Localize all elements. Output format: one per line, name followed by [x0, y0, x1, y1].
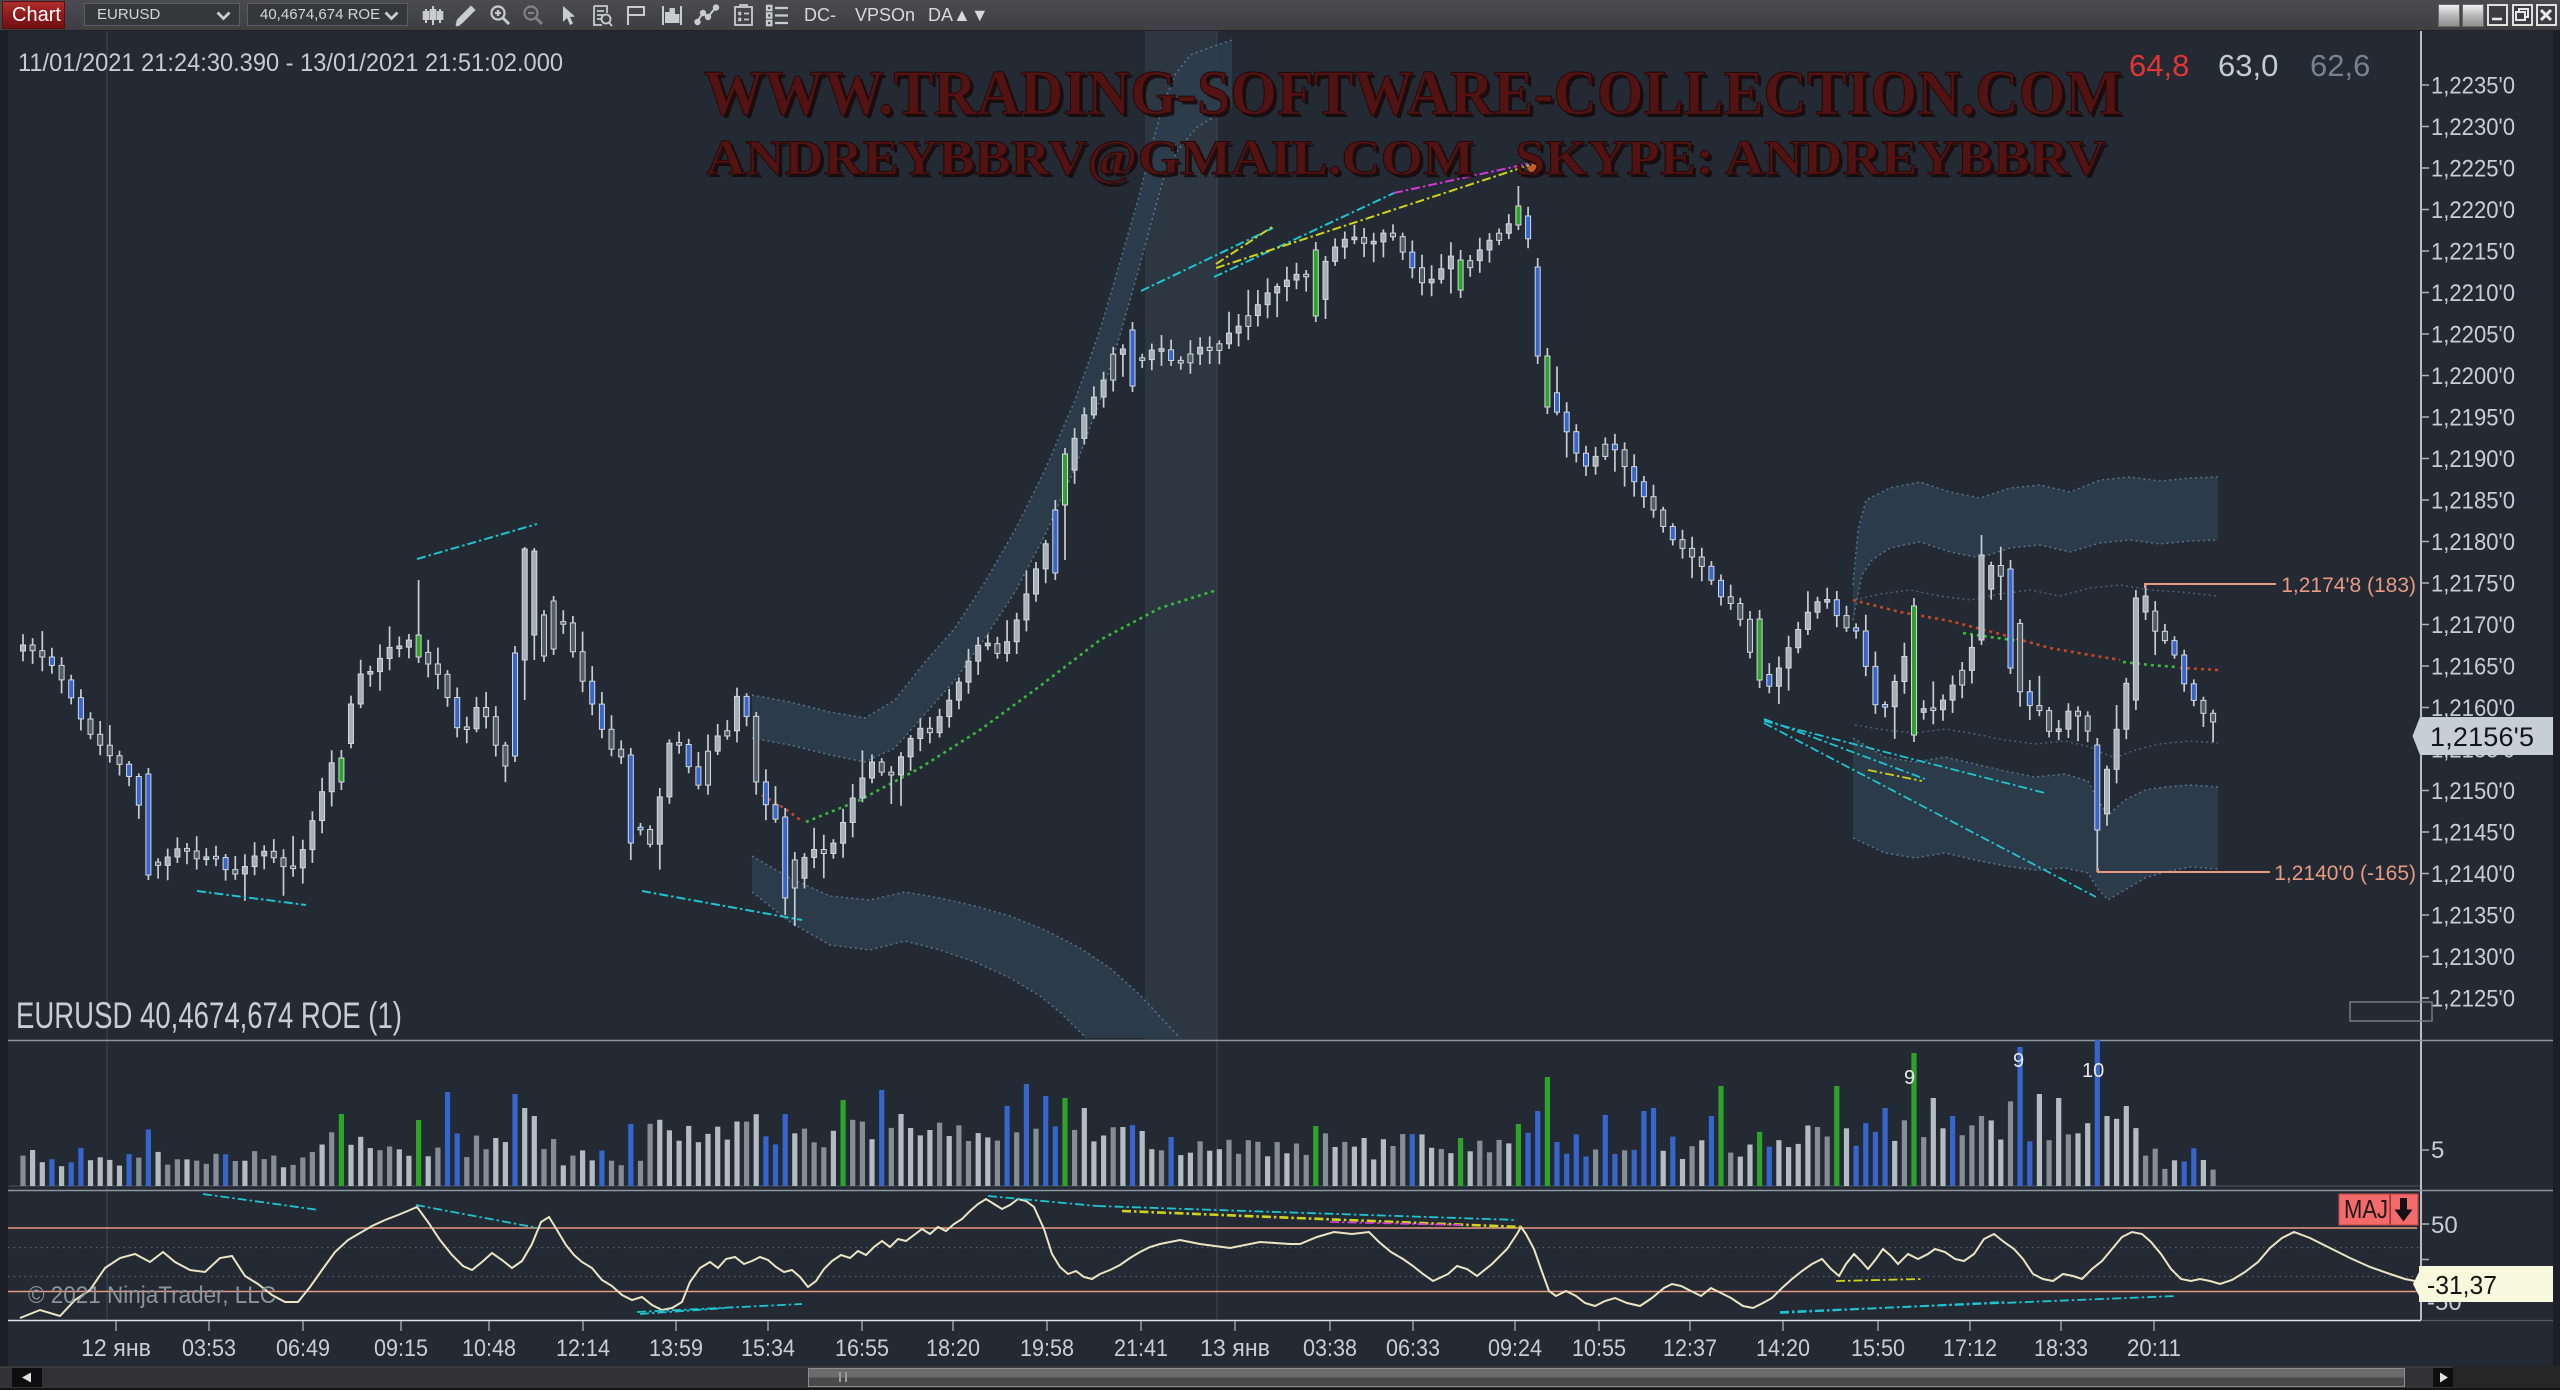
svg-text:ANDREYBBRV@GMAIL.COM SKYPE:: ANDREYBBRV@GMAIL.COM SKYPE: ANDREYBBRV: [706, 129, 2106, 185]
svg-text:16:55: 16:55: [835, 1335, 889, 1362]
svg-text:19:58: 19:58: [1020, 1335, 1074, 1362]
svg-text:1,2145'0: 1,2145'0: [2431, 820, 2515, 847]
svg-text:1,2185'0: 1,2185'0: [2431, 488, 2515, 515]
svg-text:1,2210'0: 1,2210'0: [2431, 280, 2515, 307]
svg-text:12:37: 12:37: [1663, 1335, 1717, 1362]
svg-text:1,2200'0: 1,2200'0: [2431, 363, 2515, 390]
svg-text:06:49: 06:49: [276, 1335, 330, 1362]
svg-text:21:41: 21:41: [1114, 1335, 1168, 1362]
svg-text:10: 10: [2082, 1060, 2104, 1082]
svg-text:18:20: 18:20: [926, 1335, 980, 1362]
svg-text:WWW.TRADING-SOFTWARE-COLLECTIO: WWW.TRADING-SOFTWARE-COLLECTION.COM: [704, 58, 2122, 128]
svg-text:13:59: 13:59: [649, 1335, 703, 1362]
svg-text:11/01/2021 21:24:30.390 - 13/0: 11/01/2021 21:24:30.390 - 13/01/2021 21:…: [18, 49, 563, 77]
svg-text:64,8: 64,8: [2129, 48, 2189, 83]
svg-text:15:50: 15:50: [1851, 1335, 1905, 1362]
svg-text:03:38: 03:38: [1303, 1335, 1357, 1362]
svg-text:ANDREYBBRV@GMAIL.COM SKYPE:: ANDREYBBRV@GMAIL.COM SKYPE: ANDREYBBRV: [709, 132, 2109, 188]
svg-text:1,2150'0: 1,2150'0: [2431, 778, 2515, 805]
svg-text:1,2225'0: 1,2225'0: [2431, 156, 2515, 183]
svg-text:1,2170'0: 1,2170'0: [2431, 612, 2515, 639]
svg-text:12:14: 12:14: [556, 1335, 610, 1362]
svg-text:06:33: 06:33: [1386, 1335, 1440, 1362]
svg-text:20:11: 20:11: [2127, 1335, 2181, 1362]
svg-text:1,2195'0: 1,2195'0: [2431, 405, 2515, 432]
svg-text:10:55: 10:55: [1572, 1335, 1626, 1362]
svg-text:1,2130'0: 1,2130'0: [2431, 944, 2515, 971]
svg-text:9: 9: [2013, 1050, 2024, 1072]
svg-text:1,2190'0: 1,2190'0: [2431, 446, 2515, 473]
svg-text:EURUSD 40,4674,674 ROE (1): EURUSD 40,4674,674 ROE (1): [16, 995, 402, 1036]
svg-text:1,2156'5: 1,2156'5: [2430, 722, 2534, 752]
svg-text:15:34: 15:34: [741, 1335, 795, 1362]
svg-text:09:15: 09:15: [374, 1335, 428, 1362]
svg-text:1,2220'0: 1,2220'0: [2431, 197, 2515, 224]
svg-text:09:24: 09:24: [1488, 1335, 1542, 1362]
svg-text:14:20: 14:20: [1756, 1335, 1810, 1362]
svg-text:1,2215'0: 1,2215'0: [2431, 239, 2515, 266]
svg-text:03:53: 03:53: [182, 1335, 236, 1362]
svg-text:12 янв: 12 янв: [81, 1335, 151, 1362]
svg-text:62,6: 62,6: [2310, 48, 2370, 83]
svg-text:MAJ: MAJ: [2344, 1194, 2388, 1224]
svg-text:5: 5: [2431, 1137, 2444, 1164]
svg-text:1,2125'0: 1,2125'0: [2431, 986, 2515, 1013]
svg-text:1,2174'8 (183): 1,2174'8 (183): [2281, 574, 2416, 597]
svg-text:1,2205'0: 1,2205'0: [2431, 322, 2515, 349]
svg-text:© 2021 NinjaTrader, LLC: © 2021 NinjaTrader, LLC: [28, 1282, 276, 1309]
svg-text:1,2235'0: 1,2235'0: [2431, 73, 2515, 100]
svg-text:50: 50: [2431, 1212, 2458, 1239]
svg-text:13 янв: 13 янв: [1200, 1335, 1270, 1362]
svg-text:1,2180'0: 1,2180'0: [2431, 529, 2515, 556]
svg-text:1,2165'0: 1,2165'0: [2431, 654, 2515, 681]
svg-text:17:12: 17:12: [1943, 1335, 1997, 1362]
svg-text:1,2135'0: 1,2135'0: [2431, 903, 2515, 930]
svg-text:1,2140'0: 1,2140'0: [2431, 861, 2515, 888]
svg-text:1,2230'0: 1,2230'0: [2431, 114, 2515, 141]
svg-text:1,2140'0 (-165): 1,2140'0 (-165): [2274, 862, 2416, 885]
svg-text:10:48: 10:48: [462, 1335, 516, 1362]
svg-text:9: 9: [1904, 1067, 1915, 1089]
svg-text:63,0: 63,0: [2218, 48, 2278, 83]
svg-text:18:33: 18:33: [2034, 1335, 2088, 1362]
svg-text:WWW.TRADING-SOFTWARE-COLLECTIO: WWW.TRADING-SOFTWARE-COLLECTION.COM: [707, 61, 2125, 131]
svg-text:-31,37: -31,37: [2427, 1270, 2497, 1300]
svg-text:1,2175'0: 1,2175'0: [2431, 571, 2515, 598]
